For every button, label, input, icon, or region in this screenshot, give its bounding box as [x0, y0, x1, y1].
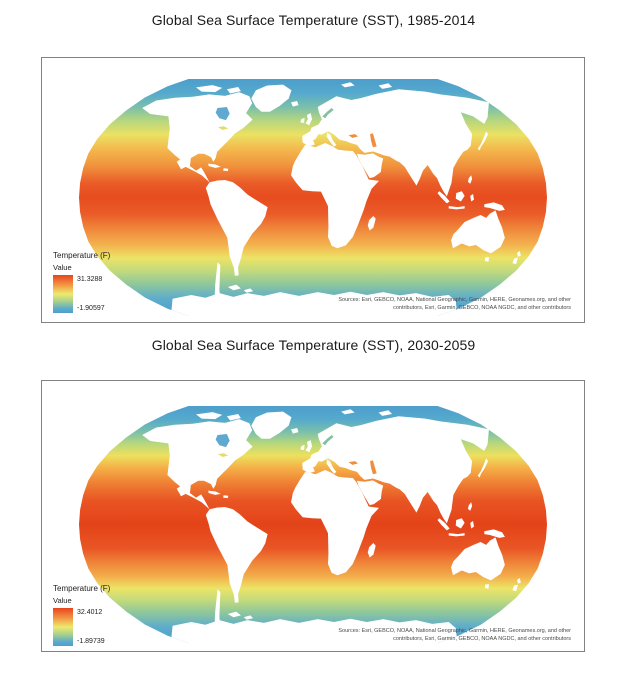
legend-values: 32.4012 -1.89739	[73, 608, 105, 646]
legend-color-ramp	[53, 275, 73, 313]
legend-color-ramp	[53, 608, 73, 646]
legend-max-value: 31.3288	[77, 276, 103, 283]
legend: Temperature (F) Value 32.4012 -1.89739	[53, 584, 110, 646]
attribution-line-2: contributors, Esri, Garmin, GEBCO, NOAA …	[393, 636, 571, 643]
continents	[142, 409, 521, 643]
attribution: Sources: Esri, GEBCO, NOAA, National Geo…	[338, 296, 571, 313]
legend: Temperature (F) Value 31.3288 -1.90597	[53, 251, 110, 313]
legend-title: Temperature (F)	[53, 584, 111, 593]
map-frame-1985-2014: Temperature (F) Value 31.3288 -1.90597 S…	[41, 57, 585, 323]
legend-min-value: -1.90597	[77, 305, 105, 312]
legend-body: 31.3288 -1.90597	[53, 275, 110, 313]
legend-min-value: -1.89739	[77, 638, 105, 645]
legend-body: 32.4012 -1.89739	[53, 608, 110, 646]
legend-max-value: 32.4012	[77, 609, 103, 616]
attribution-line-1: Sources: Esri, GEBCO, NOAA, National Geo…	[338, 296, 571, 303]
inland-seas	[215, 107, 377, 148]
attribution: Sources: Esri, GEBCO, NOAA, National Geo…	[338, 627, 571, 644]
legend-value-label: Value	[53, 263, 72, 272]
map-frame-2030-2059: Temperature (F) Value 32.4012 -1.89739 S…	[41, 380, 585, 652]
continents	[142, 82, 521, 316]
map-title-2030-2059: Global Sea Surface Temperature (SST), 20…	[151, 337, 476, 353]
map-title-1985-2014: Global Sea Surface Temperature (SST), 19…	[151, 12, 476, 28]
attribution-line-2: contributors, Esri, Garmin, GEBCO, NOAA …	[393, 305, 571, 312]
world-sst-map-2030-2059	[79, 406, 547, 643]
attribution-line-1: Sources: Esri, GEBCO, NOAA, National Geo…	[338, 627, 571, 634]
legend-values: 31.3288 -1.90597	[73, 275, 105, 313]
legend-value-label: Value	[53, 596, 72, 605]
world-sst-map-1985-2014	[79, 79, 547, 316]
inland-seas	[215, 434, 377, 475]
legend-title: Temperature (F)	[53, 251, 111, 260]
